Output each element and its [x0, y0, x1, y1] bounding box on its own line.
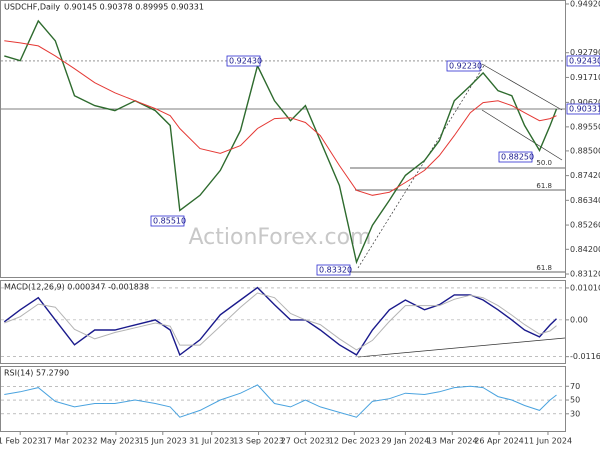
series-line: [4, 40, 557, 196]
y-tick-label: 0.00: [570, 315, 588, 324]
y-tick-label: 0.85260: [570, 221, 600, 230]
x-tick-label: 15 Jun 2023: [139, 437, 187, 446]
chart-subtitle: 0.90145 0.90378 0.89995 0.90331: [64, 3, 204, 12]
level-box: [316, 264, 351, 276]
x-tick-label: 13 Mar 2024: [427, 437, 478, 446]
level-box: [446, 60, 481, 72]
x-tick-label: 2 May 2023: [92, 437, 139, 446]
x-tick-label: 12 Dec 2023: [329, 437, 380, 446]
y-tick-label: 50: [570, 396, 580, 405]
price-marker-box: [566, 103, 600, 115]
x-tick-label: 29 Jan 2024: [381, 437, 429, 446]
y-tick-label: 70: [570, 382, 580, 391]
level-label: 0.92230: [449, 62, 482, 71]
watermark: ActionForex.com: [189, 225, 372, 250]
y-tick-label: 0.87420: [570, 171, 600, 180]
x-tick-label: 17 Mar 2023: [42, 437, 93, 446]
x-tick-label: 11 Jun 2024: [524, 437, 572, 446]
channel-line: [481, 63, 563, 111]
fib-label: 50.0: [536, 159, 552, 167]
fib-label: 61.8: [536, 264, 552, 272]
y-tick-label: 0.84200: [570, 245, 600, 254]
y-tick-label: 0.83120: [570, 270, 600, 279]
x-tick-label: 31 Jul 2023: [189, 437, 234, 446]
price-panel: [0, 0, 566, 278]
y-tick-label: -0.011645: [570, 352, 600, 361]
x-tick-label: 26 Apr 2024: [474, 437, 523, 446]
level-box: [226, 55, 261, 67]
trend-line: [357, 63, 486, 269]
y-tick-label: 0.90620: [570, 98, 600, 107]
level-box: [498, 151, 533, 163]
level-label: 0.83320: [319, 266, 352, 275]
macd-panel: [0, 280, 566, 364]
price-marker-box: [566, 55, 600, 67]
level-label: 0.88250: [501, 153, 534, 162]
y-tick-label: 0.94920: [570, 0, 600, 8]
y-tick-label: 0.86340: [570, 196, 600, 205]
y-tick-label: 0.89550: [570, 122, 600, 131]
rsi-panel: [0, 366, 566, 432]
y-tick-label: 0.92790: [570, 48, 600, 57]
x-tick-label: 13 Sep 2023: [233, 437, 284, 446]
chart-title: USDCHF,Daily: [4, 3, 60, 12]
channel-line: [481, 109, 563, 161]
level-label: 0.85510: [153, 217, 186, 226]
y-tick-label: 0.010101: [570, 283, 600, 292]
price-marker-label: 0.92430: [569, 56, 600, 65]
x-tick-label: 27 Oct 2023: [281, 437, 330, 446]
price-marker-label: 0.90331: [569, 104, 600, 113]
y-tick-label: 0.88500: [570, 146, 600, 155]
x-tick-label: 1 Feb 2023: [0, 437, 43, 446]
y-tick-label: 30: [570, 409, 580, 418]
level-box: [150, 215, 185, 227]
level-label: 0.92430: [229, 57, 262, 66]
series-line: [4, 384, 557, 418]
fib-label: 61.8: [536, 182, 552, 190]
macd-trend-line: [357, 337, 566, 358]
series-line: [4, 19, 558, 265]
series-line: [4, 292, 557, 351]
y-tick-label: 0.91710: [570, 73, 600, 82]
macd-title: MACD(12,26,9) 0.000347 -0.001838: [4, 283, 149, 292]
rsi-title: RSI(14) 57.2790: [4, 369, 69, 378]
